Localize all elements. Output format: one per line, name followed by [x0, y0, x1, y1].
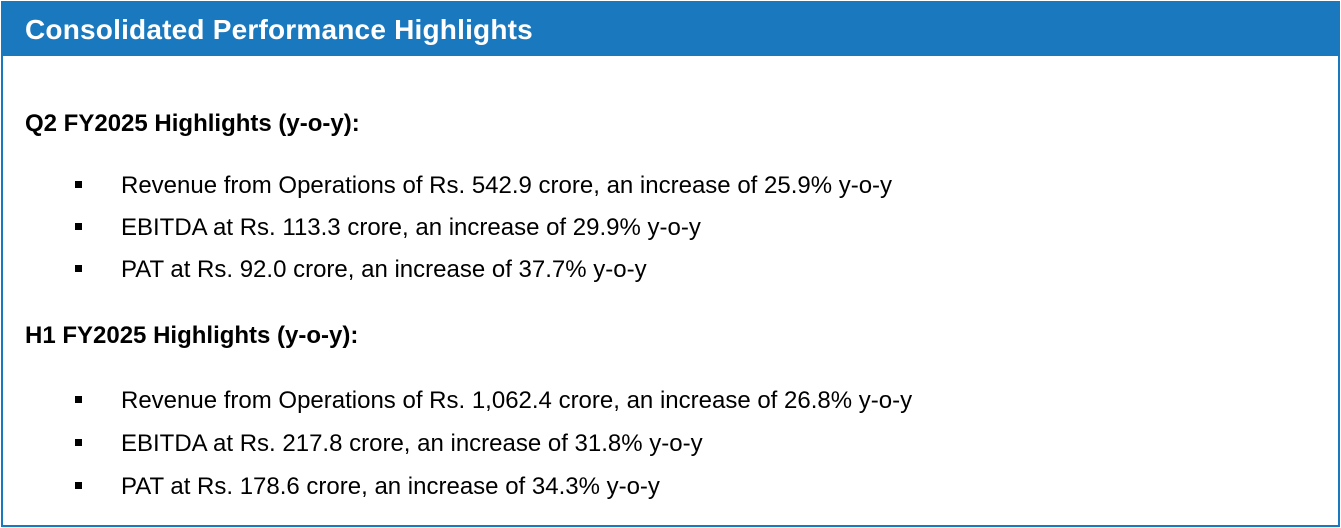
section-heading-h1: H1 FY2025 Highlights (y-o-y):: [25, 322, 359, 349]
bullet-icon: [75, 223, 82, 230]
list-item: Revenue from Operations of Rs. 1,062.4 c…: [121, 387, 913, 414]
panel-title: Consolidated Performance Highlights: [3, 3, 1338, 56]
bullet-icon: [75, 439, 82, 446]
bullet-icon: [75, 265, 82, 272]
bullet-icon: [75, 181, 82, 188]
bullet-icon: [75, 482, 82, 489]
list-item: Revenue from Operations of Rs. 542.9 cro…: [121, 172, 893, 199]
list-item: PAT at Rs. 178.6 crore, an increase of 3…: [121, 473, 660, 500]
list-item: PAT at Rs. 92.0 crore, an increase of 37…: [121, 256, 647, 283]
bullet-icon: [75, 396, 82, 403]
list-item: EBITDA at Rs. 113.3 crore, an increase o…: [121, 214, 701, 241]
list-item: EBITDA at Rs. 217.8 crore, an increase o…: [121, 430, 703, 457]
section-heading-q2: Q2 FY2025 Highlights (y-o-y):: [25, 110, 360, 137]
